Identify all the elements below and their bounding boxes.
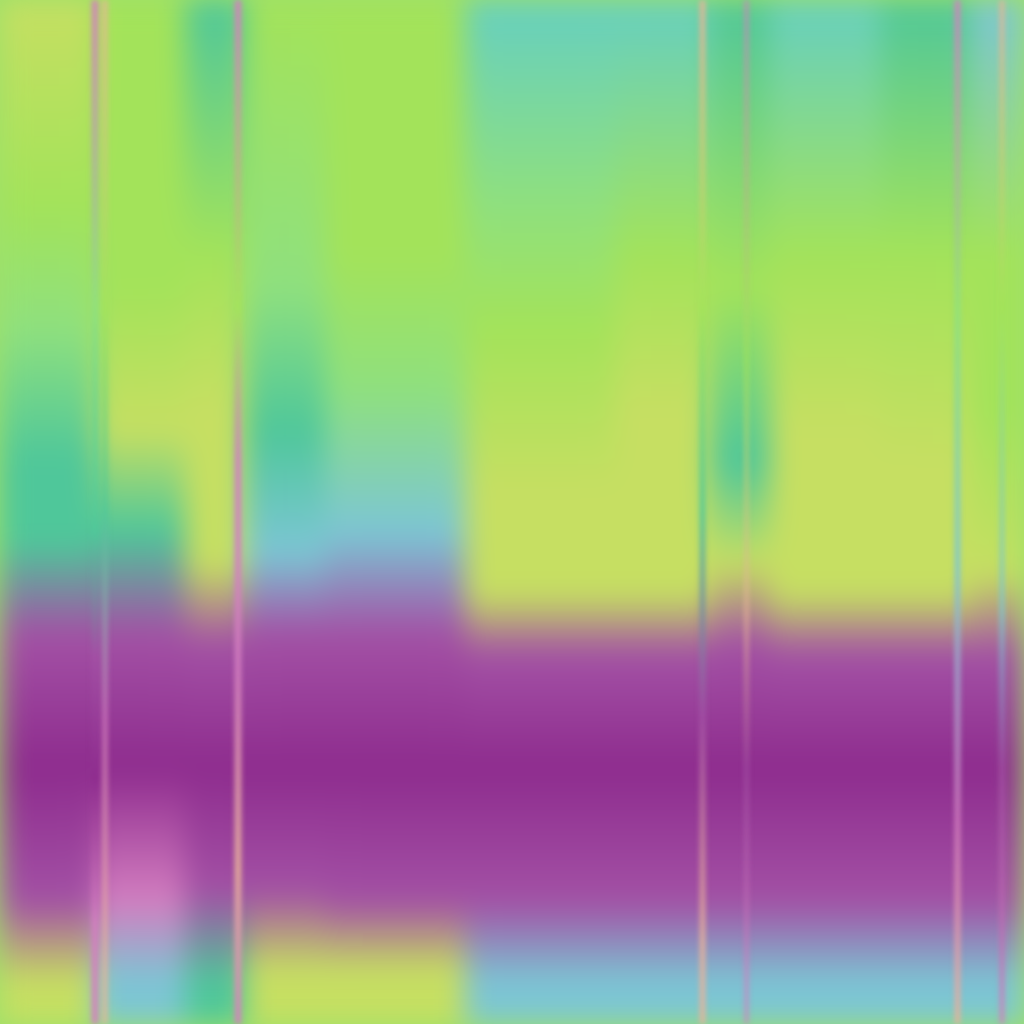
color-stripe-1 [0,0,95,1024]
color-stripe-5 [325,0,465,1024]
color-stripe-3 [185,0,245,1024]
color-stripe-8 [710,0,770,1024]
color-stripe-6 [465,0,615,1024]
color-stripe-10 [880,0,970,1024]
color-stripe-9 [770,0,880,1024]
color-stripe-4 [245,0,325,1024]
color-stripe-11 [970,0,1024,1024]
color-stripe-2 [95,0,185,1024]
color-stripe-7 [615,0,710,1024]
